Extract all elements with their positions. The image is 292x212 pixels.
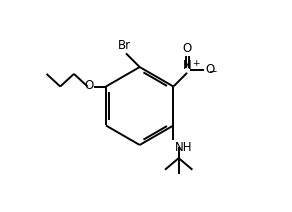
Text: N: N: [183, 59, 192, 72]
Text: Br: Br: [118, 39, 131, 52]
Text: O: O: [182, 42, 192, 54]
Text: NH: NH: [175, 141, 193, 154]
Text: O: O: [84, 79, 93, 92]
Text: +: +: [192, 59, 199, 68]
Text: O: O: [206, 63, 215, 76]
Text: −: −: [209, 67, 218, 77]
